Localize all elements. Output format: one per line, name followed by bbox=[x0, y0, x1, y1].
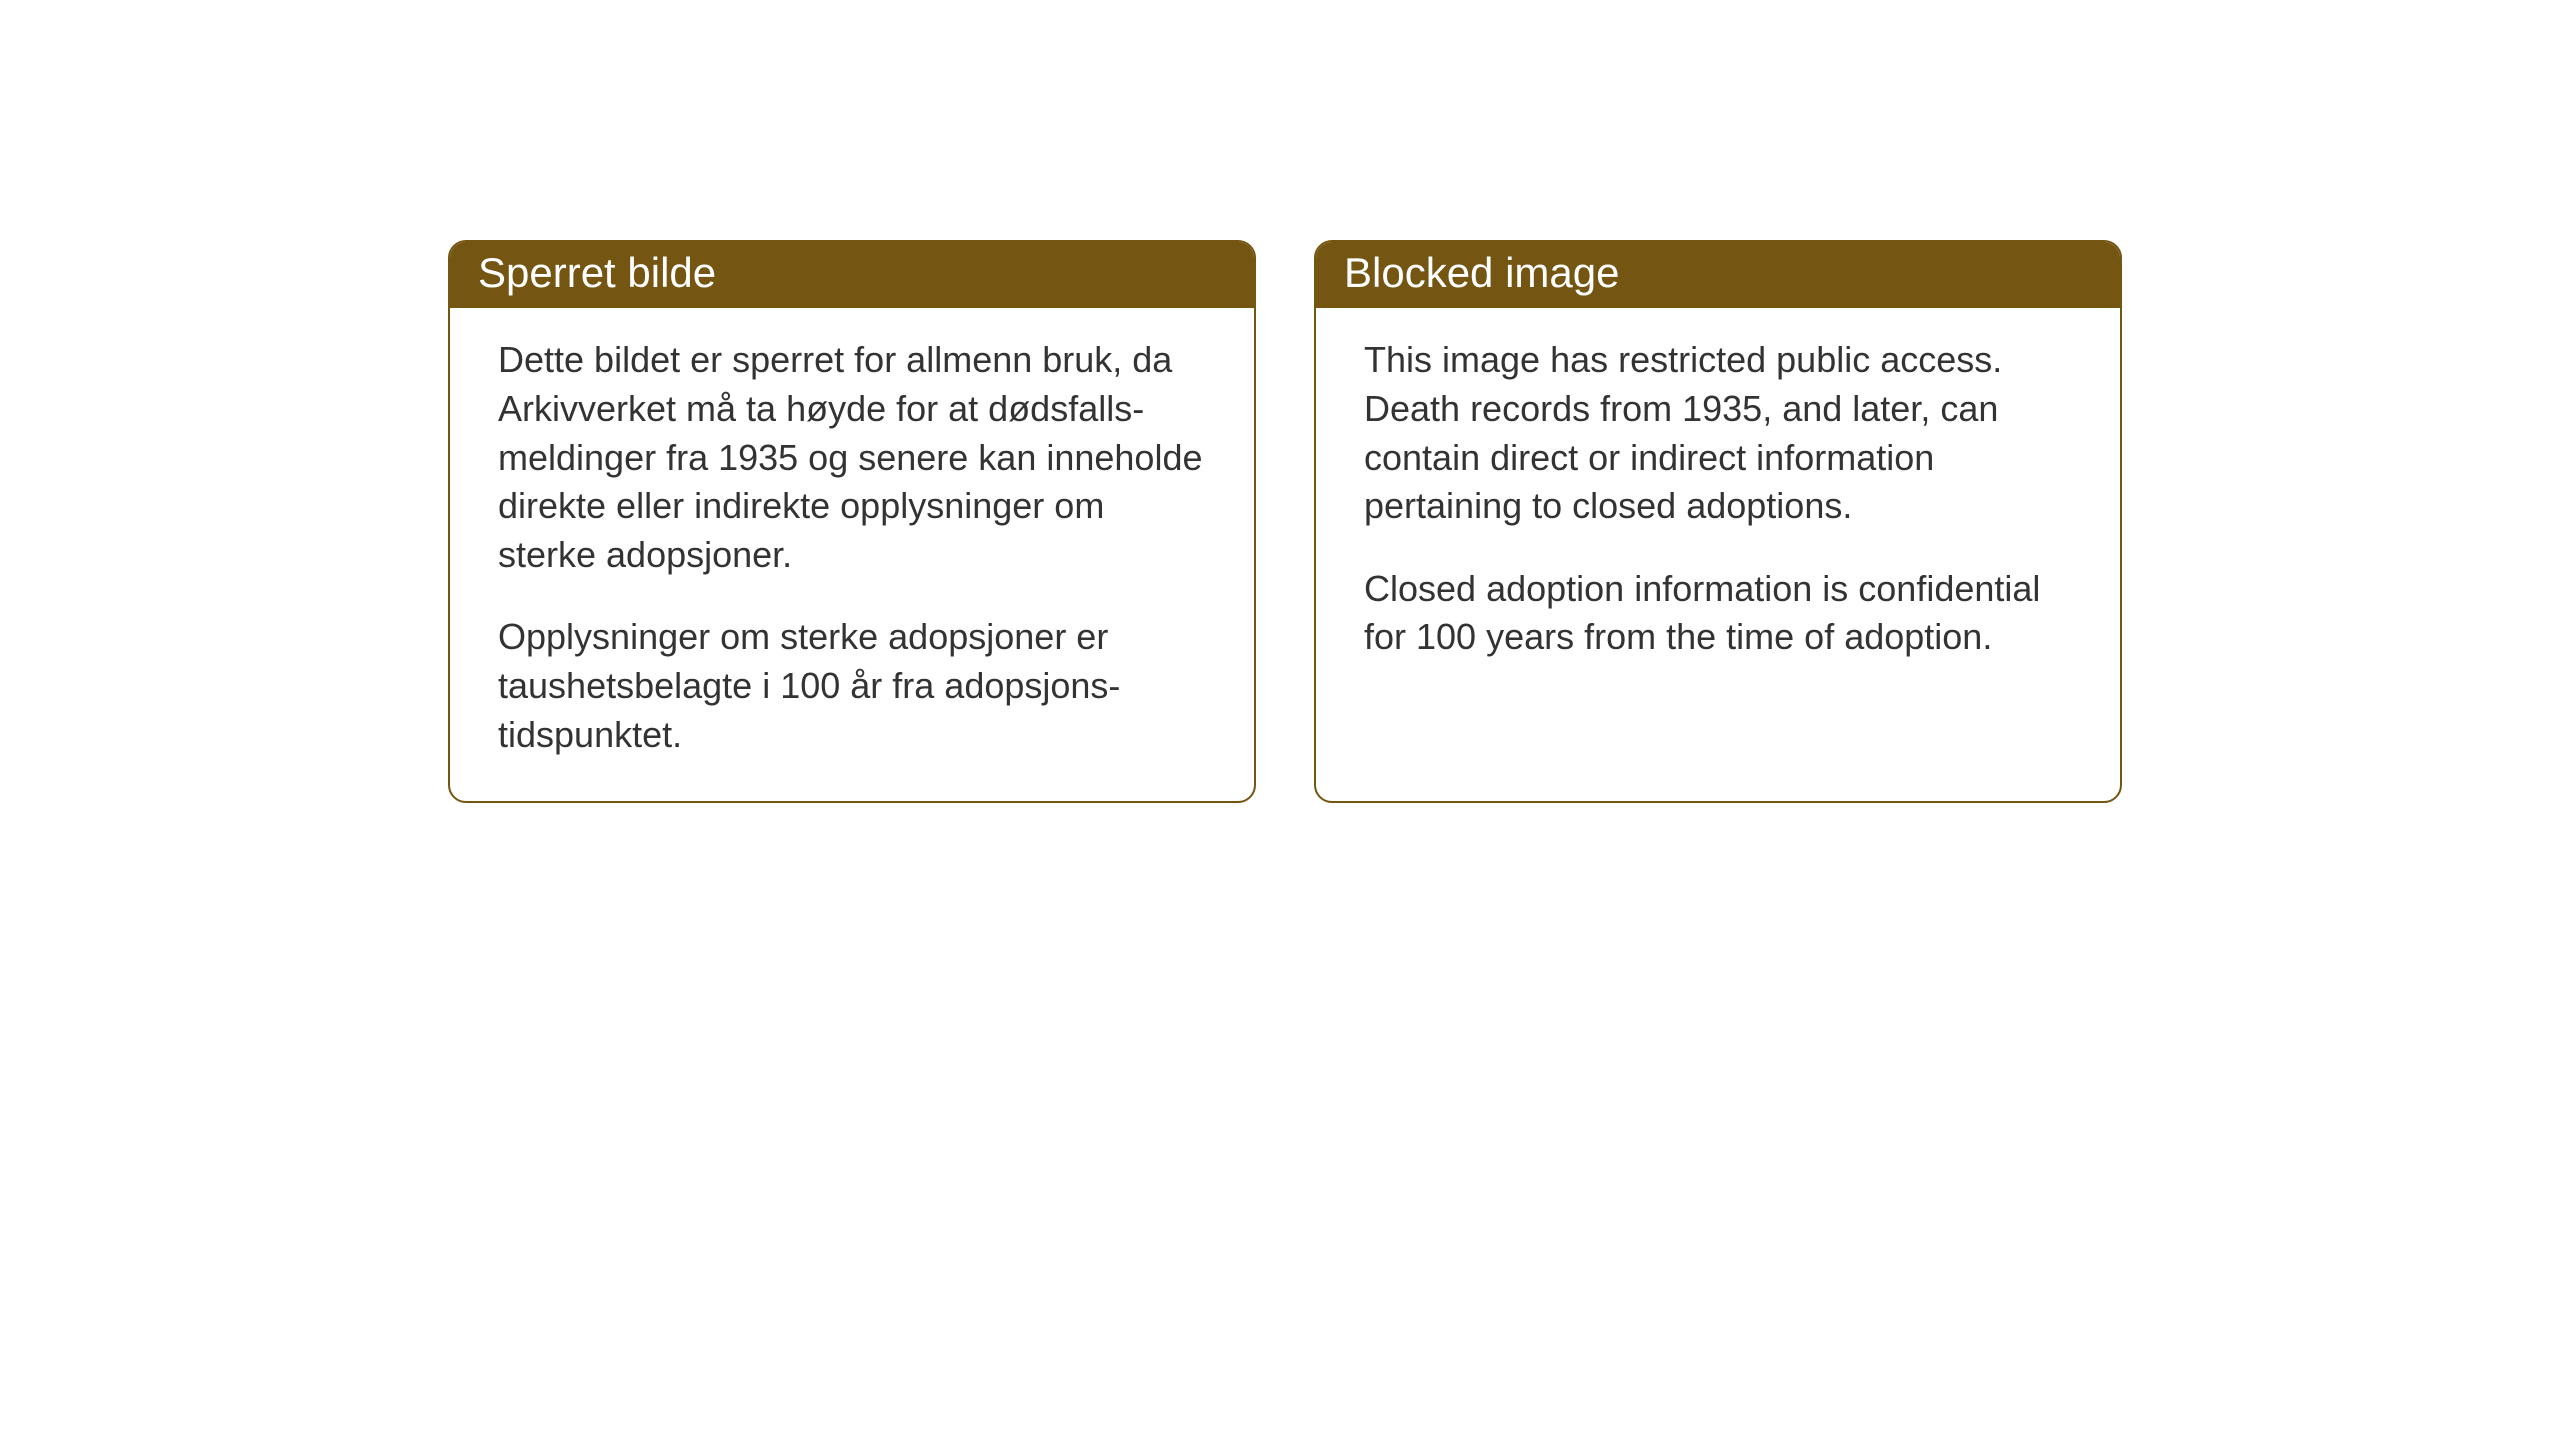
english-card-body: This image has restricted public access.… bbox=[1316, 308, 2120, 704]
english-paragraph-2: Closed adoption information is confident… bbox=[1364, 565, 2072, 662]
notice-container: Sperret bilde Dette bildet er sperret fo… bbox=[448, 240, 2122, 803]
norwegian-paragraph-1: Dette bildet er sperret for allmenn bruk… bbox=[498, 336, 1206, 579]
english-notice-card: Blocked image This image has restricted … bbox=[1314, 240, 2122, 803]
norwegian-paragraph-2: Opplysninger om sterke adopsjoner er tau… bbox=[498, 613, 1206, 759]
norwegian-card-body: Dette bildet er sperret for allmenn bruk… bbox=[450, 308, 1254, 801]
norwegian-card-header: Sperret bilde bbox=[450, 242, 1254, 308]
norwegian-notice-card: Sperret bilde Dette bildet er sperret fo… bbox=[448, 240, 1256, 803]
english-card-header: Blocked image bbox=[1316, 242, 2120, 308]
english-paragraph-1: This image has restricted public access.… bbox=[1364, 336, 2072, 530]
